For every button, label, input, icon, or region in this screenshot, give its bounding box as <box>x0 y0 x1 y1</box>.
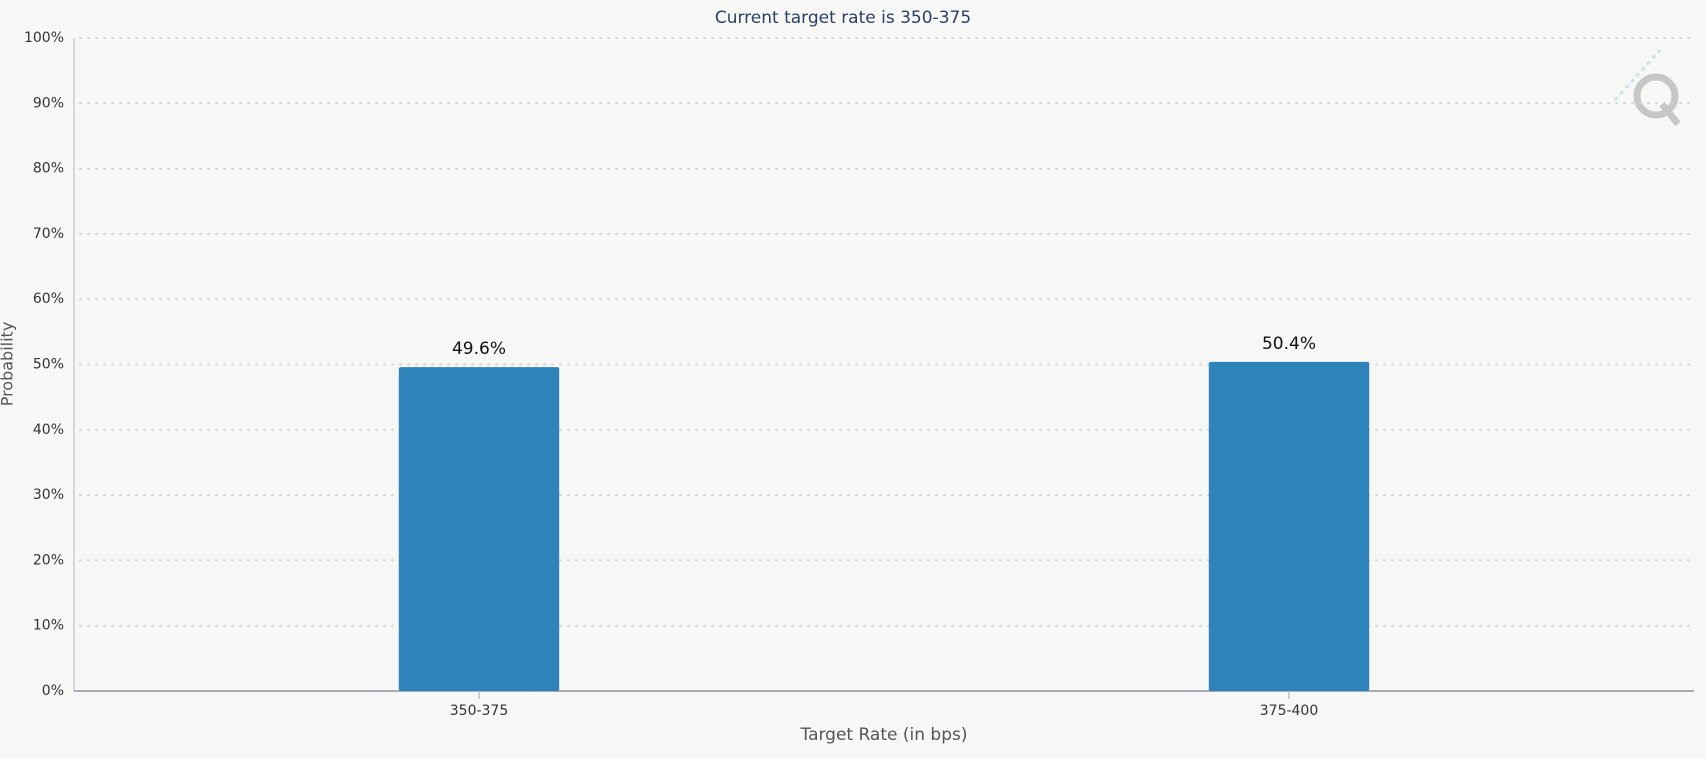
y-tick-label: 90% <box>33 95 64 111</box>
y-tick-label: 70% <box>33 226 64 242</box>
data-label: 49.6% <box>452 339 506 359</box>
bar <box>398 367 560 691</box>
y-tick-label: 40% <box>33 422 64 438</box>
y-tick-label: 30% <box>33 487 64 503</box>
y-tick-label: 10% <box>33 618 64 634</box>
y-axis-label: Probability <box>0 322 17 407</box>
chart-title: Current target rate is 350-375 <box>715 8 971 28</box>
y-tick-label: 50% <box>33 357 64 373</box>
y-tick-label: 60% <box>33 291 64 307</box>
y-tick-label: 0% <box>42 683 64 699</box>
x-axis-label: Target Rate (in bps) <box>800 725 968 745</box>
bar <box>1208 361 1370 691</box>
data-label: 50.4% <box>1262 334 1316 354</box>
y-tick-label: 80% <box>33 161 64 177</box>
x-tick-label: 350-375 <box>450 703 509 719</box>
watermark-logo <box>1613 48 1681 127</box>
y-tick-label: 20% <box>33 552 64 568</box>
x-tick-label: 375-400 <box>1260 703 1319 719</box>
y-tick-label: 100% <box>24 30 64 46</box>
